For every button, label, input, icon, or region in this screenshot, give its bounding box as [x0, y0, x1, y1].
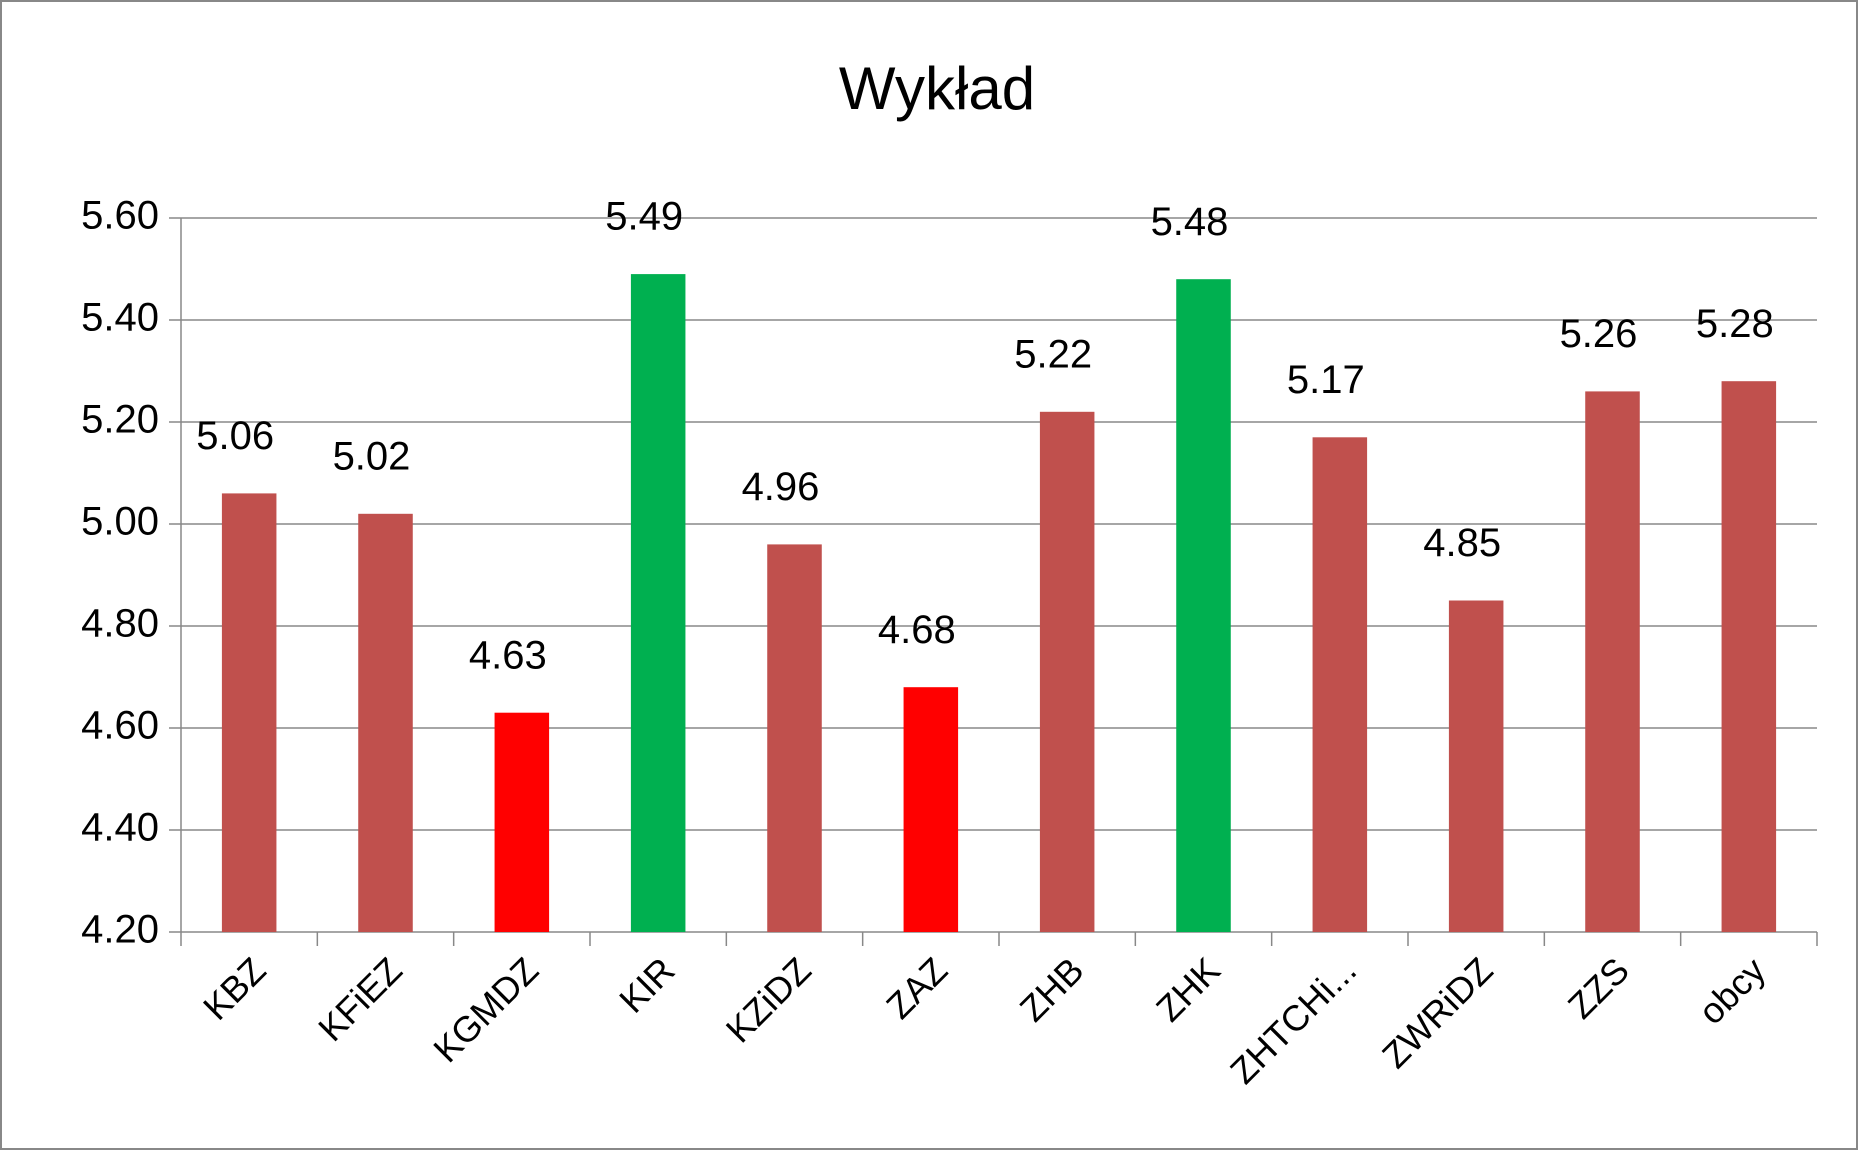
bar [1585, 391, 1640, 932]
value-label: 5.02 [333, 434, 411, 478]
value-label: 5.26 [1560, 312, 1638, 356]
bar [1312, 437, 1368, 932]
value-label: 5.49 [605, 195, 683, 239]
value-label: 5.06 [196, 414, 274, 458]
y-tick-label: 5.60 [81, 194, 159, 238]
value-label: 5.48 [1151, 200, 1229, 244]
y-tick-label: 5.20 [81, 398, 159, 442]
y-tick-label: 5.40 [81, 296, 159, 340]
value-label: 4.63 [469, 633, 547, 677]
bar [1448, 600, 1504, 932]
bar [221, 493, 277, 932]
bar [630, 274, 686, 933]
bar [1039, 411, 1095, 932]
bar [767, 544, 822, 932]
value-label: 4.68 [878, 608, 956, 652]
chart-title: Wykład [839, 55, 1035, 122]
bar [1721, 381, 1777, 932]
value-label: 4.85 [1423, 521, 1501, 565]
value-label: 5.28 [1696, 302, 1774, 346]
value-label: 5.22 [1014, 332, 1092, 376]
value-label: 4.96 [742, 465, 820, 509]
y-tick-label: 4.80 [81, 602, 159, 646]
value-label: 5.17 [1287, 358, 1365, 402]
bar [903, 687, 959, 932]
y-tick-label: 4.60 [81, 704, 159, 748]
bar [494, 712, 550, 932]
bar [358, 513, 413, 932]
bar [1176, 279, 1231, 932]
y-tick-label: 4.40 [81, 806, 159, 850]
y-tick-label: 5.00 [81, 500, 159, 544]
y-tick-label: 4.20 [81, 908, 159, 952]
